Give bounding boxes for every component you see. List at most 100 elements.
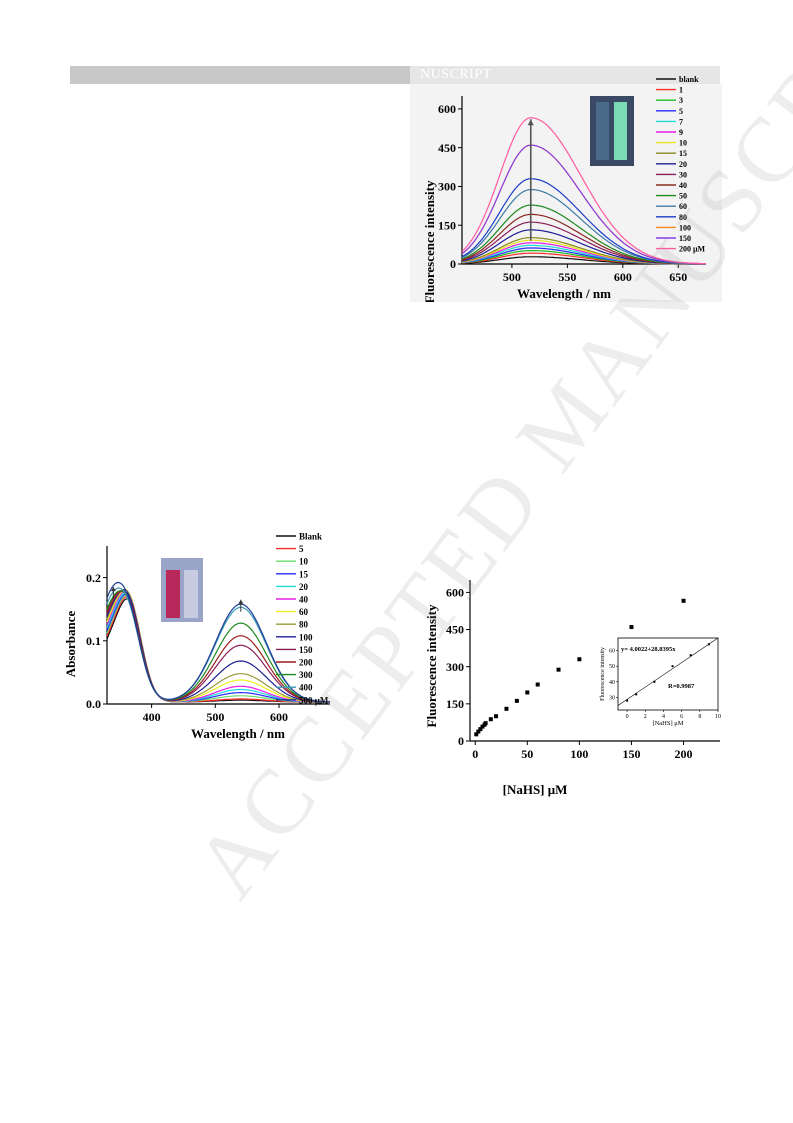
cuvette-control [596,102,609,160]
data-point [556,667,561,672]
x-tick-label: 150 [622,747,640,761]
legend-label: Blank [299,532,322,542]
legend-label: 80 [679,213,687,222]
legend-label: 50 [679,192,687,201]
inset-data-point [635,693,638,696]
y-tick-label: 150 [438,218,456,232]
increase-arrow-head [238,599,244,604]
legend-label: 3 [679,96,683,105]
y-tick-label: 0 [458,734,464,748]
x-tick-label: 50 [521,747,533,761]
data-point [483,721,488,726]
header-text: NUSCRIPT [420,67,492,82]
inset-y-label: Fluorescence intensity [600,647,606,701]
y-tick-label: 300 [438,180,456,194]
legend-label: 10 [299,557,309,567]
x-tick-label: 550 [558,270,576,284]
y-tick-label: 0 [450,257,456,271]
legend-label: 80 [299,620,309,630]
inset-x-tick-label: 2 [644,714,647,720]
legend-label: blank [679,75,699,84]
y-tick-label: 0.0 [86,697,101,711]
inset-data-point [626,699,629,702]
legend-label: 7 [679,117,683,126]
data-point [577,657,582,662]
legend-label: 1 [679,86,683,95]
x-axis-label: Wavelength / nm [517,286,611,301]
figure-background [60,520,372,744]
legend-label: 40 [679,181,687,190]
inset-fit-line [617,637,719,706]
cuvette-fluorescent [614,102,627,160]
cuvette-red [166,570,180,618]
data-point [514,698,519,703]
data-point [476,729,481,734]
legend-label: 5 [679,107,683,116]
manuscript-header-bar: NUSCRIPT [70,66,720,84]
inset-y-tick-label: 40 [609,680,615,686]
inset-data-point [671,665,674,668]
legend-label: 15 [299,569,309,579]
spectrum-line [461,144,706,265]
legend-label: 100 [299,632,313,642]
inset-data-point [653,680,656,683]
data-point [488,717,493,722]
legend-label: 60 [299,607,309,617]
y-tick-label: 600 [446,586,464,600]
legend-label: 20 [679,160,687,169]
data-point [494,714,499,719]
inset-x-tick-label: 0 [626,714,629,720]
legend-label: 9 [679,128,683,137]
inset-x-tick-label: 4 [662,714,665,720]
x-axis-label: Wavelength / nm [191,726,285,741]
spectrum-line [461,117,707,265]
y-tick-label: 150 [446,697,464,711]
absorbance-spectra-chart: 400 500 600 0.0 0.1 0.2 Blank 5 10 15 20 40 60 80 100… [60,520,372,744]
x-tick-label: 500 [503,270,521,284]
data-point [474,732,479,737]
data-point [525,690,530,695]
x-tick-label: 200 [675,747,693,761]
y-tick-label: 0.1 [86,634,101,648]
x-tick-label: 400 [143,710,161,724]
y-axis-label: Fluorescence intensity [424,604,439,727]
x-tick-label: 600 [614,270,632,284]
legend-label: 200 μM [679,245,706,254]
y-tick-label: 450 [438,141,456,155]
legend-label: 5 [299,544,304,554]
inset-x-label: [NaHS] μM [652,720,683,727]
inset-x-tick-label: 6 [680,714,683,720]
y-tick-label: 0.2 [86,571,101,585]
x-tick-label: 500 [206,710,224,724]
data-point [504,706,509,711]
inset-x-tick-label: 8 [698,714,701,720]
legend-label: 20 [299,582,309,592]
y-tick-label: 450 [446,623,464,637]
increase-arrow-head [110,587,116,592]
y-axis-label: Absorbance [63,611,78,678]
inset-data-point [689,654,692,657]
absorbance-line [106,581,331,703]
legend-label: 40 [299,595,309,605]
x-axis-label: [NaHS] μM [503,782,568,797]
y-tick-label: 300 [446,660,464,674]
x-tick-label: 100 [570,747,588,761]
inset-y-tick-label: 50 [609,664,615,670]
legend-label: 300 [299,670,313,680]
spectrum-line [461,178,706,265]
data-point [681,598,686,603]
legend-label: 400 [299,683,313,693]
data-point [480,724,485,729]
inset-frame [617,637,719,711]
legend-label: 10 [679,139,687,148]
inset-y-tick-label: 60 [609,649,615,655]
inset-equation: y= 4.0022+28.8395x [621,646,676,653]
inset-x-tick-label: 10 [715,714,721,720]
y-axis-label: Fluorescence intensity [422,180,437,302]
legend-label: 30 [679,170,687,179]
data-point [535,682,540,687]
data-point [478,727,483,732]
legend-label: 150 [299,645,313,655]
